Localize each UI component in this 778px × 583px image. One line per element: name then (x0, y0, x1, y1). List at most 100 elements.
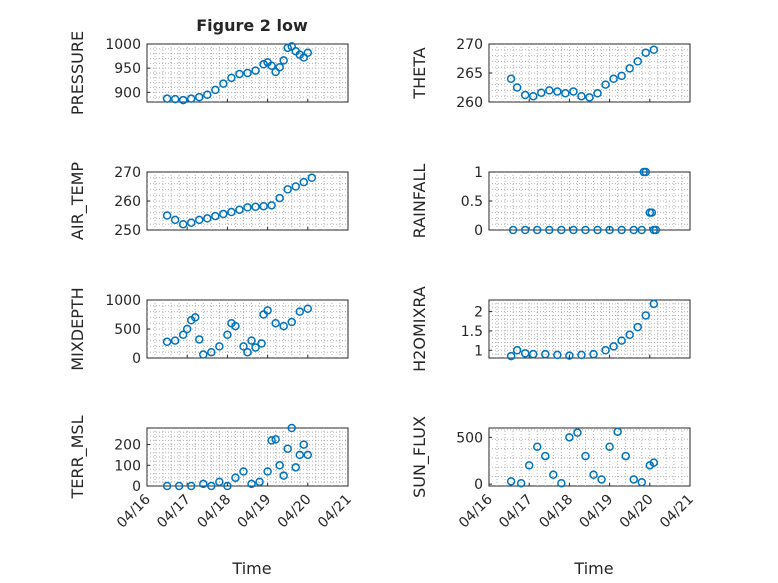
panel-3: 250 260 270 AIR_TEMP (68, 162, 349, 240)
panel-4-point-10 (629, 225, 638, 235)
panel-3-point-10 (243, 203, 252, 212)
panel-3-point-1 (170, 215, 180, 225)
panel-4-grid (489, 172, 690, 230)
panel-2-point-5 (545, 86, 554, 95)
panel-5-grid (147, 300, 348, 358)
panel-7-point-4 (207, 481, 216, 491)
panel-6-point-14 (641, 311, 651, 320)
panel-1-point-11 (251, 66, 260, 75)
panel-3-point-6 (211, 211, 220, 221)
panel-5-point-20 (271, 318, 280, 328)
x-axis-label-left: Time (231, 559, 271, 578)
figure-title: Figure 2 low (196, 16, 308, 35)
panel-1-grid (147, 44, 348, 102)
panel-7-xtick-label-4: 04/20 (275, 492, 315, 532)
panel-8-point-18 (649, 458, 659, 467)
panel-4-point-15 (647, 208, 657, 217)
panel-8: 04/16 04/17 04/18 04/19 04/20 04/21 0 500 SUN_FL… (410, 416, 697, 531)
panel-7-xtick-label-2: 04/18 (194, 492, 234, 532)
panel-2-ytick-label-2: 270 (456, 37, 483, 53)
panel-5-ytick-label-2: 1000 (105, 293, 141, 309)
panel-6-point-2 (520, 349, 530, 358)
panel-5-point-7 (199, 350, 208, 359)
panel-1-point-18 (283, 43, 292, 53)
panel-1-point-0 (162, 94, 172, 103)
panel-5-point-6 (195, 335, 204, 344)
panel-2-point-10 (585, 93, 594, 102)
panel-1-point-23 (303, 48, 313, 57)
panel-7-point-17 (287, 423, 296, 433)
panel-3-ytick-label-2: 270 (114, 165, 141, 181)
panel-3-point-11 (251, 202, 260, 212)
panel-6-point-0 (506, 351, 516, 361)
panel-6-point-10 (609, 342, 618, 351)
panel-7-ytick-label-2: 200 (114, 438, 141, 454)
panel-8-xtick-label-2: 04/18 (536, 492, 576, 532)
panel-2-ylabel: THETA (410, 47, 429, 99)
panel-7-grid (147, 428, 348, 486)
panel-5-point-8 (207, 347, 216, 357)
panel-7-ylabel: TERR_MSL (68, 415, 88, 499)
panel-4-point-2 (532, 225, 542, 235)
panel-3-point-15 (283, 185, 292, 194)
panel-6-ytick-label-2: 2 (474, 305, 483, 321)
panel-5-point-23 (295, 307, 305, 316)
panel-2-point-16 (633, 57, 642, 66)
panel-8-point-8 (573, 428, 582, 437)
panel-5-point-17 (257, 339, 266, 348)
panel-8-point-10 (589, 470, 598, 480)
panel-8-xtick-label-0: 04/16 (456, 491, 496, 531)
panel-8-xtick-label-1: 04/17 (496, 492, 536, 532)
panel-1-point-3 (186, 94, 196, 103)
panel-4-point-3 (545, 225, 554, 235)
panel-6-point-1 (512, 346, 522, 355)
panel-6-point-4 (541, 349, 550, 359)
panel-1-ylabel: PRESSURE (68, 31, 87, 115)
panel-7-point-16 (283, 444, 292, 453)
panel-8-ytick-label-0: 0 (474, 477, 483, 493)
panel-7-point-11 (263, 467, 272, 476)
panel-1-point-2 (178, 95, 188, 105)
panel-3-point-7 (219, 209, 228, 219)
panel-8-point-9 (581, 451, 590, 461)
panel-5-point-1 (170, 336, 180, 345)
panel-4-point-7 (593, 225, 602, 235)
panel-8-point-1 (516, 478, 526, 488)
panel-6-point-3 (528, 349, 538, 359)
panel-6-ylabel: H2OMIXRA (410, 286, 429, 372)
panel-1-point-9 (235, 69, 244, 79)
panel-6-point-5 (553, 350, 562, 360)
panel-3-ytick-label-0: 250 (114, 223, 141, 239)
panel-4-point-6 (581, 225, 590, 235)
panel-7-point-15 (279, 471, 288, 480)
panel-7-point-8 (239, 467, 248, 476)
panel-5-point-5 (190, 313, 200, 322)
panel-4-point-17 (651, 225, 661, 235)
panel-2-ytick-label-1: 265 (456, 66, 483, 82)
panel-8-point-4 (541, 451, 550, 461)
panel-8-xtick-label-4: 04/20 (617, 492, 657, 532)
panel-4-points (508, 167, 661, 235)
panel-1-point-10 (243, 68, 252, 78)
panel-3-point-12 (259, 201, 268, 211)
panel-8-point-3 (532, 442, 542, 451)
panel-7-point-10 (255, 477, 264, 487)
panel-1-point-4 (195, 92, 204, 102)
panel-1-ytick-label-1: 950 (114, 61, 141, 77)
panel-7-xtick-label-3: 04/19 (235, 492, 275, 532)
panel-2-point-2 (520, 90, 530, 100)
panel-3-grid (147, 172, 348, 230)
panel-2-point-9 (577, 91, 586, 101)
panel-6-point-8 (589, 349, 598, 359)
panel-1: 900 950 1000 PRESSURE (68, 31, 349, 115)
panel-4-point-13 (641, 167, 651, 177)
panel-8-point-6 (557, 478, 566, 488)
panel-7-xtick-label-0: 04/16 (114, 491, 154, 531)
panel-4-ytick-label-1: 0.5 (461, 194, 483, 210)
panel-1-point-1 (170, 94, 180, 104)
panel-1-point-14 (267, 61, 276, 70)
panel-6-ytick-label-1: 1.5 (461, 324, 483, 340)
panel-8-point-14 (621, 451, 630, 461)
panel-5-point-21 (279, 321, 288, 331)
panel-5-point-13 (239, 342, 248, 351)
